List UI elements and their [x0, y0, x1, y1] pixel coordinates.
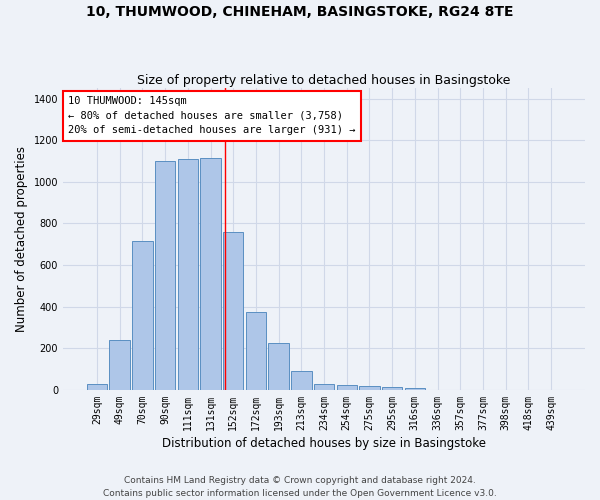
Text: 10, THUMWOOD, CHINEHAM, BASINGSTOKE, RG24 8TE: 10, THUMWOOD, CHINEHAM, BASINGSTOKE, RG2… [86, 5, 514, 19]
Bar [291, 371, 311, 390]
Bar [132, 241, 152, 390]
Bar [359, 386, 380, 390]
Bar [382, 387, 403, 390]
Text: 10 THUMWOOD: 145sqm
← 80% of detached houses are smaller (3,758)
20% of semi-det: 10 THUMWOOD: 145sqm ← 80% of detached ho… [68, 96, 356, 136]
Bar [245, 312, 266, 390]
Bar [268, 343, 289, 390]
Title: Size of property relative to detached houses in Basingstoke: Size of property relative to detached ho… [137, 74, 511, 87]
Bar [314, 384, 334, 390]
Bar [87, 384, 107, 390]
Bar [337, 384, 357, 390]
Bar [178, 159, 198, 390]
Text: Contains HM Land Registry data © Crown copyright and database right 2024.
Contai: Contains HM Land Registry data © Crown c… [103, 476, 497, 498]
X-axis label: Distribution of detached houses by size in Basingstoke: Distribution of detached houses by size … [162, 437, 486, 450]
Y-axis label: Number of detached properties: Number of detached properties [15, 146, 28, 332]
Bar [155, 161, 175, 390]
Bar [223, 232, 244, 390]
Bar [200, 158, 221, 390]
Bar [404, 388, 425, 390]
Bar [109, 340, 130, 390]
